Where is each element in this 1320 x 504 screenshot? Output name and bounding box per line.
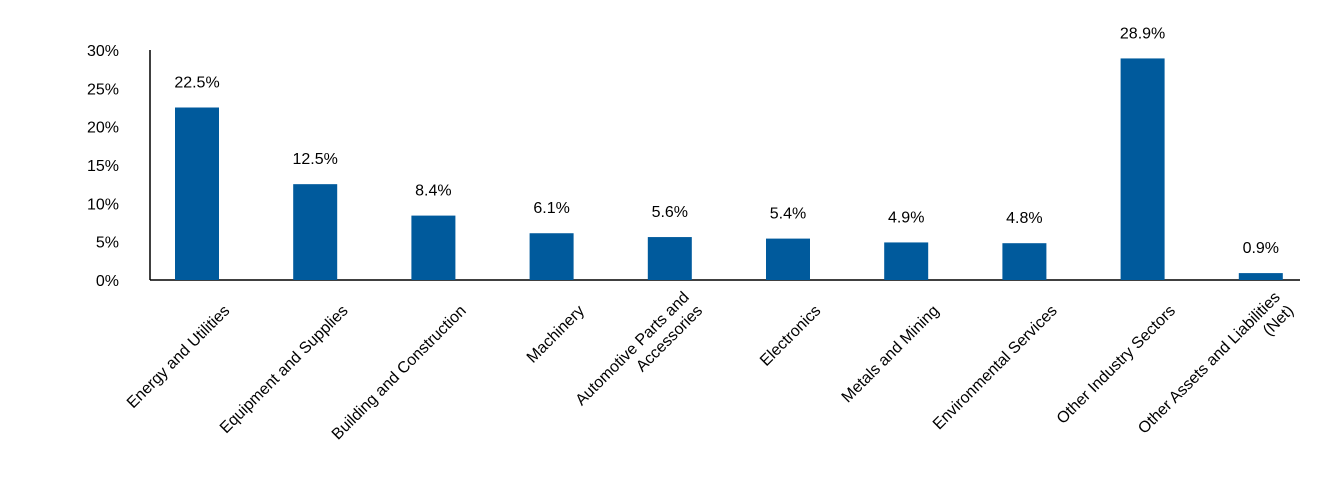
data-label: 5.6% xyxy=(652,204,688,221)
category-label: Metals and Mining xyxy=(839,302,943,406)
bar xyxy=(1238,273,1283,280)
data-label: 6.1% xyxy=(533,200,569,217)
category-label: Energy and Utilities xyxy=(124,302,233,411)
data-label: 22.5% xyxy=(174,75,219,92)
bar xyxy=(647,237,692,280)
bar xyxy=(175,107,219,280)
y-tick-label: 20% xyxy=(87,120,119,137)
data-label: 4.9% xyxy=(888,209,924,226)
category-label: Building and Construction xyxy=(329,302,470,443)
data-label: 12.5% xyxy=(293,151,338,168)
category-label: Machinery xyxy=(524,302,588,366)
bar xyxy=(293,184,338,280)
y-tick-label: 15% xyxy=(87,158,119,175)
data-label: 8.4% xyxy=(415,183,451,200)
bar xyxy=(884,242,929,280)
y-tick-label: 30% xyxy=(87,43,119,60)
y-tick-label: 0% xyxy=(96,273,119,290)
y-axis: 0% 5% 10% 15% 20% 25% 30% xyxy=(87,43,1300,290)
category-label: Equipment and Supplies xyxy=(217,302,352,437)
data-label: 4.8% xyxy=(1006,210,1042,227)
category-label: Automotive Parts andAccessories xyxy=(573,289,707,423)
bar xyxy=(529,233,574,280)
y-tick-label: 10% xyxy=(87,196,119,213)
bar xyxy=(411,215,456,280)
category-label: Environmental Services xyxy=(930,302,1061,433)
data-label: 5.4% xyxy=(770,206,806,223)
y-tick-label: 25% xyxy=(87,81,119,98)
bar xyxy=(1002,243,1047,280)
data-label: 0.9% xyxy=(1243,240,1279,257)
bars xyxy=(175,58,1283,280)
bar xyxy=(766,238,810,280)
data-label: 28.9% xyxy=(1120,25,1165,42)
bar xyxy=(1120,58,1165,280)
category-label: Electronics xyxy=(757,302,824,369)
data-labels: 22.5% 12.5% 8.4% 6.1% 5.6% 5.4% 4.9% 4.8% 28.9% 0… xyxy=(174,25,1279,257)
y-tick-label: 5% xyxy=(96,235,119,252)
